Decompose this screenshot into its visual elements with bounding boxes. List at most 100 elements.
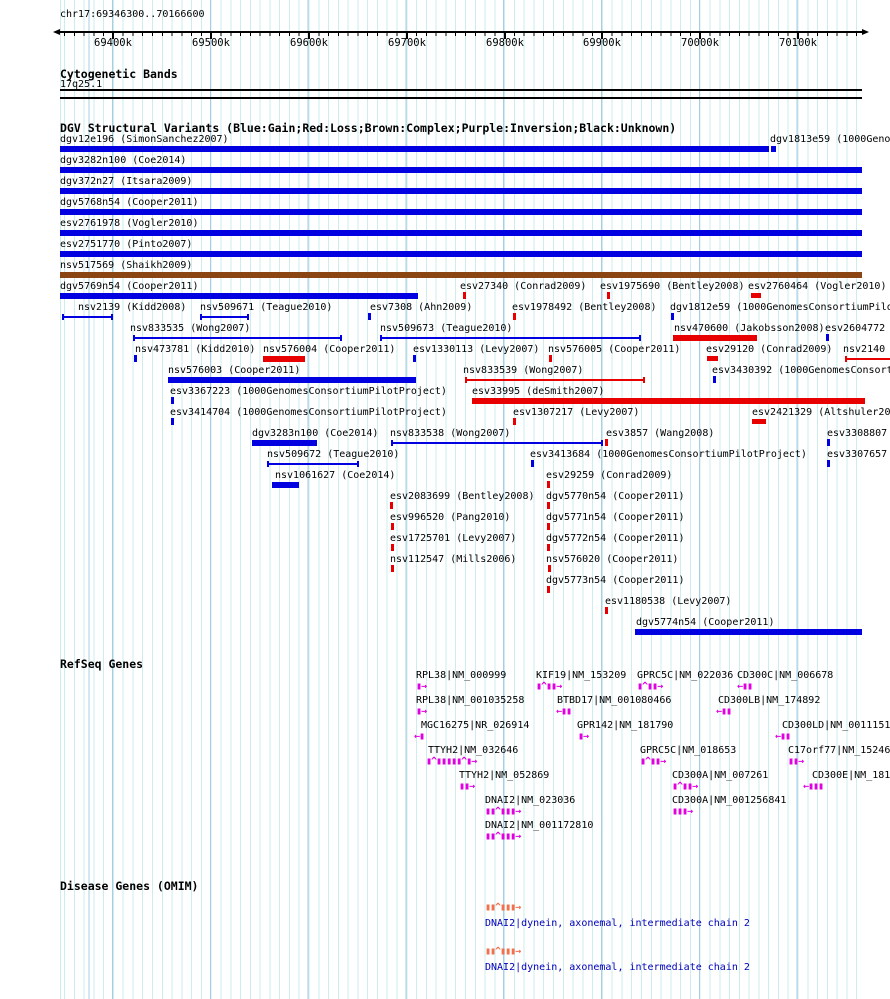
variant-marker-tick[interactable]: [463, 292, 466, 299]
gene-glyph[interactable]: ←▮▮: [737, 681, 753, 692]
variant-marker-box[interactable]: [752, 419, 766, 424]
gene-glyph[interactable]: ▮^▮▮→: [640, 756, 666, 767]
variant-marker-tick[interactable]: [547, 523, 550, 530]
variant-marker-tick[interactable]: [391, 523, 394, 530]
gene-glyph[interactable]: ←▮: [414, 731, 425, 742]
variant-marker-bracket[interactable]: [133, 335, 342, 341]
variant-marker-tick[interactable]: [605, 439, 608, 446]
gene-glyph[interactable]: ▮^▮▮→: [637, 681, 663, 692]
variant-label: esv1975690 (Bentley2008): [600, 281, 745, 292]
variant-marker-bracket[interactable]: [380, 335, 641, 341]
gene-glyph[interactable]: ▮▮^▮▮▮→: [485, 831, 521, 842]
gene-glyph[interactable]: ←▮▮: [775, 731, 791, 742]
variant-marker-bar[interactable]: [472, 398, 865, 404]
variant-marker-bracket[interactable]: [62, 314, 113, 320]
gene-glyph[interactable]: ←▮▮▮: [803, 781, 824, 792]
variant-marker-bracket[interactable]: [391, 440, 603, 446]
variant-marker-tick[interactable]: [391, 565, 394, 572]
variant-label: esv2760464 (Vogler2010): [748, 281, 887, 292]
omim-gene-glyph[interactable]: ▮▮^▮▮▮→: [485, 902, 521, 913]
bracket-right-cap: [247, 314, 249, 320]
cytoband-name: 17q25.1: [60, 79, 103, 90]
variant-marker-tick[interactable]: [713, 376, 716, 383]
variant-marker-bracket[interactable]: [267, 461, 359, 467]
omim-gene-glyph[interactable]: ▮▮^▮▮▮→: [485, 946, 521, 957]
variant-marker-box[interactable]: [707, 356, 718, 361]
variant-marker-tick[interactable]: [547, 544, 550, 551]
gene-label: RPL38|NM_000999: [416, 670, 507, 681]
bracket-line: [62, 316, 113, 318]
variant-marker-bracket[interactable]: [845, 356, 890, 362]
variant-label: dgv3283n100 (Coe2014): [252, 428, 379, 439]
variant-marker-bar[interactable]: [673, 335, 757, 341]
cytoband-bar[interactable]: [60, 89, 862, 99]
variant-marker-bar[interactable]: [60, 230, 862, 236]
variant-marker-tick[interactable]: [548, 565, 551, 572]
variant-marker-tick[interactable]: [547, 481, 550, 488]
variant-marker-bar[interactable]: [60, 209, 862, 215]
gene-label: CD300A|NM_007261: [672, 770, 769, 781]
variant-marker-tick[interactable]: [547, 502, 550, 509]
variant-label: esv1180538 (Levy2007): [605, 596, 732, 607]
gene-glyph[interactable]: ▮^▮▮→: [536, 681, 562, 692]
variant-marker-tick[interactable]: [368, 313, 371, 320]
variant-marker-tick[interactable]: [513, 418, 516, 425]
variant-marker-bracket[interactable]: [200, 314, 249, 320]
variant-marker-box[interactable]: [771, 146, 776, 152]
gene-glyph[interactable]: ←▮▮: [716, 706, 732, 717]
omim-gene-label[interactable]: DNAI2|dynein, axonemal, intermediate cha…: [485, 962, 750, 973]
variant-marker-tick[interactable]: [513, 313, 516, 320]
variant-marker-bar[interactable]: [263, 356, 305, 362]
gene-glyph[interactable]: ▮→: [578, 731, 589, 742]
variant-marker-tick[interactable]: [827, 439, 830, 446]
variant-marker-bar[interactable]: [168, 377, 416, 383]
bracket-right-cap: [357, 461, 359, 467]
variant-marker-box[interactable]: [751, 293, 761, 298]
variant-marker-tick[interactable]: [827, 460, 830, 467]
gene-glyph[interactable]: ▮▮→: [788, 756, 804, 767]
variant-marker-tick[interactable]: [547, 586, 550, 593]
variant-marker-bar[interactable]: [252, 440, 317, 446]
gene-glyph[interactable]: ▮▮^▮▮▮→: [485, 806, 521, 817]
variant-marker-tick[interactable]: [390, 502, 393, 509]
region-label: chr17:69346300..70166600: [60, 9, 205, 20]
gene-glyph[interactable]: ▮→: [416, 706, 427, 717]
variant-marker-bar[interactable]: [60, 251, 862, 257]
gene-glyph[interactable]: ▮▮▮→: [672, 806, 693, 817]
variant-marker-tick[interactable]: [605, 607, 608, 614]
variant-marker-tick[interactable]: [549, 355, 552, 362]
variant-marker-bar[interactable]: [60, 146, 769, 152]
variant-marker-bar[interactable]: [60, 167, 862, 173]
variant-label: nsv833538 (Wong2007): [390, 428, 511, 439]
variant-marker-tick[interactable]: [607, 292, 610, 299]
variant-label: esv3857 (Wang2008): [606, 428, 715, 439]
gene-glyph[interactable]: ▮→: [416, 681, 427, 692]
variant-marker-bar[interactable]: [635, 629, 862, 635]
variant-marker-bar[interactable]: [60, 272, 862, 278]
variant-label: nsv833539 (Wong2007): [463, 365, 584, 376]
gene-label: CD300LD|NM_0011151: [782, 720, 890, 731]
omim-gene-label[interactable]: DNAI2|dynein, axonemal, intermediate cha…: [485, 918, 750, 929]
variant-marker-tick[interactable]: [671, 313, 674, 320]
variant-marker-tick[interactable]: [171, 397, 174, 404]
variant-marker-bar[interactable]: [272, 482, 299, 488]
variant-label: esv1725701 (Levy2007): [390, 533, 517, 544]
variant-label: dgv5770n54 (Cooper2011): [546, 491, 685, 502]
variant-marker-tick[interactable]: [391, 544, 394, 551]
variant-marker-tick[interactable]: [171, 418, 174, 425]
variant-label: esv2761978 (Vogler2010): [60, 218, 199, 229]
gene-glyph[interactable]: ←▮▮: [556, 706, 572, 717]
gene-glyph[interactable]: ▮^▮▮→: [672, 781, 698, 792]
bracket-line: [133, 337, 342, 339]
variant-marker-bar[interactable]: [60, 188, 862, 194]
variant-marker-bracket[interactable]: [465, 377, 645, 383]
variant-marker-tick[interactable]: [134, 355, 137, 362]
gene-glyph[interactable]: ▮^▮▮▮▮▮^▮→: [426, 756, 477, 767]
variant-marker-tick[interactable]: [413, 355, 416, 362]
variant-label: esv27340 (Conrad2009): [460, 281, 587, 292]
variant-marker-tick[interactable]: [826, 334, 829, 341]
variant-marker-tick[interactable]: [531, 460, 534, 467]
gene-glyph[interactable]: ▮▮→: [459, 781, 475, 792]
gene-label: KIF19|NM_153209: [536, 670, 627, 681]
variant-marker-bar[interactable]: [60, 293, 418, 299]
